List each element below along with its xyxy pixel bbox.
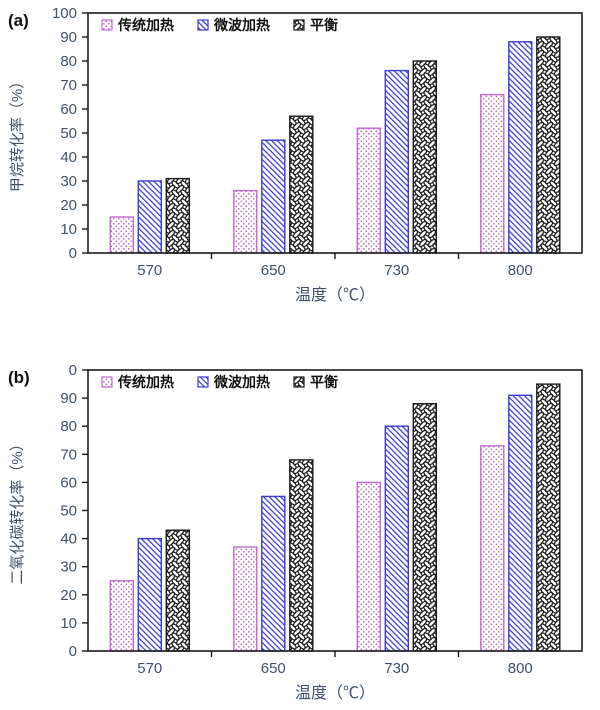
bar-微波加热-730 <box>384 425 409 652</box>
y-tick-label: 60 <box>60 474 77 491</box>
legend-label: 传统加热 <box>117 17 174 33</box>
y-axis-title: 甲烷转化率（%） <box>9 74 26 192</box>
plot-border <box>87 369 583 652</box>
legend-label: 微波加热 <box>213 17 270 33</box>
x-tick-label: 650 <box>261 262 286 279</box>
x-tick-label: 570 <box>137 262 162 279</box>
plot-border <box>87 12 583 254</box>
y-tick-label: 50 <box>60 125 77 142</box>
bar-平衡-800 <box>536 36 561 254</box>
x-tick-label: 730 <box>384 660 409 677</box>
y-tick-label: 90 <box>60 29 77 46</box>
legend-label: 传统加热 <box>117 374 174 390</box>
y-tick-label: 50 <box>60 503 77 520</box>
y-tick-label: 40 <box>60 531 77 548</box>
legend-marker-平衡 <box>293 376 305 388</box>
y-tick-label: 0 <box>69 643 77 660</box>
x-axis-title: 温度（℃） <box>295 286 375 304</box>
x-tick-label: 730 <box>384 262 409 279</box>
y-tick-label: 90 <box>60 390 77 407</box>
bar-传统加热-570 <box>109 580 135 652</box>
bar-微波加热-570 <box>137 537 163 652</box>
bar-传统加热-650 <box>233 546 258 652</box>
legend-marker-传统加热 <box>101 376 113 388</box>
chart-a-canvas: (a)570 650 730 8001009080706050403020100温度（… <box>8 5 583 304</box>
y-tick-label: 10 <box>60 221 77 238</box>
legend-label: 平衡 <box>310 374 338 390</box>
bar-微波加热-800 <box>508 41 533 254</box>
y-axis-title: 二氧化碳转化率（%） <box>9 436 26 584</box>
y-tick-label: 20 <box>60 197 77 214</box>
bar-平衡-730 <box>412 60 437 254</box>
co2-conversion-chart: (b) 570 650 730 800 0 90 80 70 60 50 40 30 20 10 0 温度（℃）… <box>0 353 600 710</box>
bar-微波加热-650 <box>261 495 286 652</box>
bar-传统加热-800 <box>480 93 505 254</box>
y-tick-label: 20 <box>60 587 77 604</box>
legend-marker-传统加热 <box>101 19 113 31</box>
bar-传统加热-730 <box>356 127 381 254</box>
bar-微波加热-730 <box>384 69 409 254</box>
bar-微波加热-800 <box>508 394 533 652</box>
x-tick-label: 650 <box>261 660 286 677</box>
chart-b-canvas: (b) 570 650 730 800 0 90 80 70 60 50 40 30 20 10 0 温度（℃）… <box>8 362 583 702</box>
y-tick-label: 30 <box>60 559 77 576</box>
y-tick-label: 60 <box>60 101 77 118</box>
y-tick-label: 30 <box>60 173 77 190</box>
bar-传统加热-800 <box>480 445 505 652</box>
bar-微波加热-570 <box>137 180 163 254</box>
y-tick-label: 0 <box>69 362 77 379</box>
bar-平衡-800 <box>536 383 561 652</box>
y-tick-label: 100 <box>52 5 77 22</box>
methane-conversion-chart: (a) 570 650 730 800 100 90 80 70 60 50 40 30 20 10 0 温度（… <box>0 0 600 317</box>
y-tick-label: 70 <box>60 77 77 94</box>
x-axis-title: 温度（℃） <box>295 684 375 702</box>
panel-label: (b) <box>8 368 30 387</box>
y-tick-label: 10 <box>60 615 77 632</box>
legend-marker-平衡 <box>293 19 305 31</box>
bar-平衡-650 <box>289 459 314 652</box>
y-tick-label: 80 <box>60 418 77 435</box>
bar-微波加热-650 <box>261 139 286 254</box>
x-tick-label: 570 <box>137 660 162 677</box>
bar-传统加热-730 <box>356 481 381 652</box>
bar-传统加热-650 <box>233 189 258 254</box>
bar-平衡-570 <box>165 529 191 652</box>
legend-label: 微波加热 <box>213 374 270 390</box>
legend-marker-微波加热 <box>197 376 209 388</box>
x-tick-label: 800 <box>508 660 533 677</box>
y-tick-label: 0 <box>69 245 77 262</box>
legend-label: 平衡 <box>310 17 338 33</box>
y-tick-label: 70 <box>60 446 77 463</box>
bar-平衡-570 <box>165 177 191 254</box>
bar-传统加热-570 <box>109 216 135 254</box>
bar-平衡-650 <box>289 115 314 254</box>
bar-平衡-730 <box>412 403 437 652</box>
x-tick-label: 800 <box>508 262 533 279</box>
y-tick-label: 80 <box>60 53 77 70</box>
y-tick-label: 40 <box>60 149 77 166</box>
panel-label: (a) <box>8 11 29 30</box>
legend-marker-微波加热 <box>197 19 209 31</box>
